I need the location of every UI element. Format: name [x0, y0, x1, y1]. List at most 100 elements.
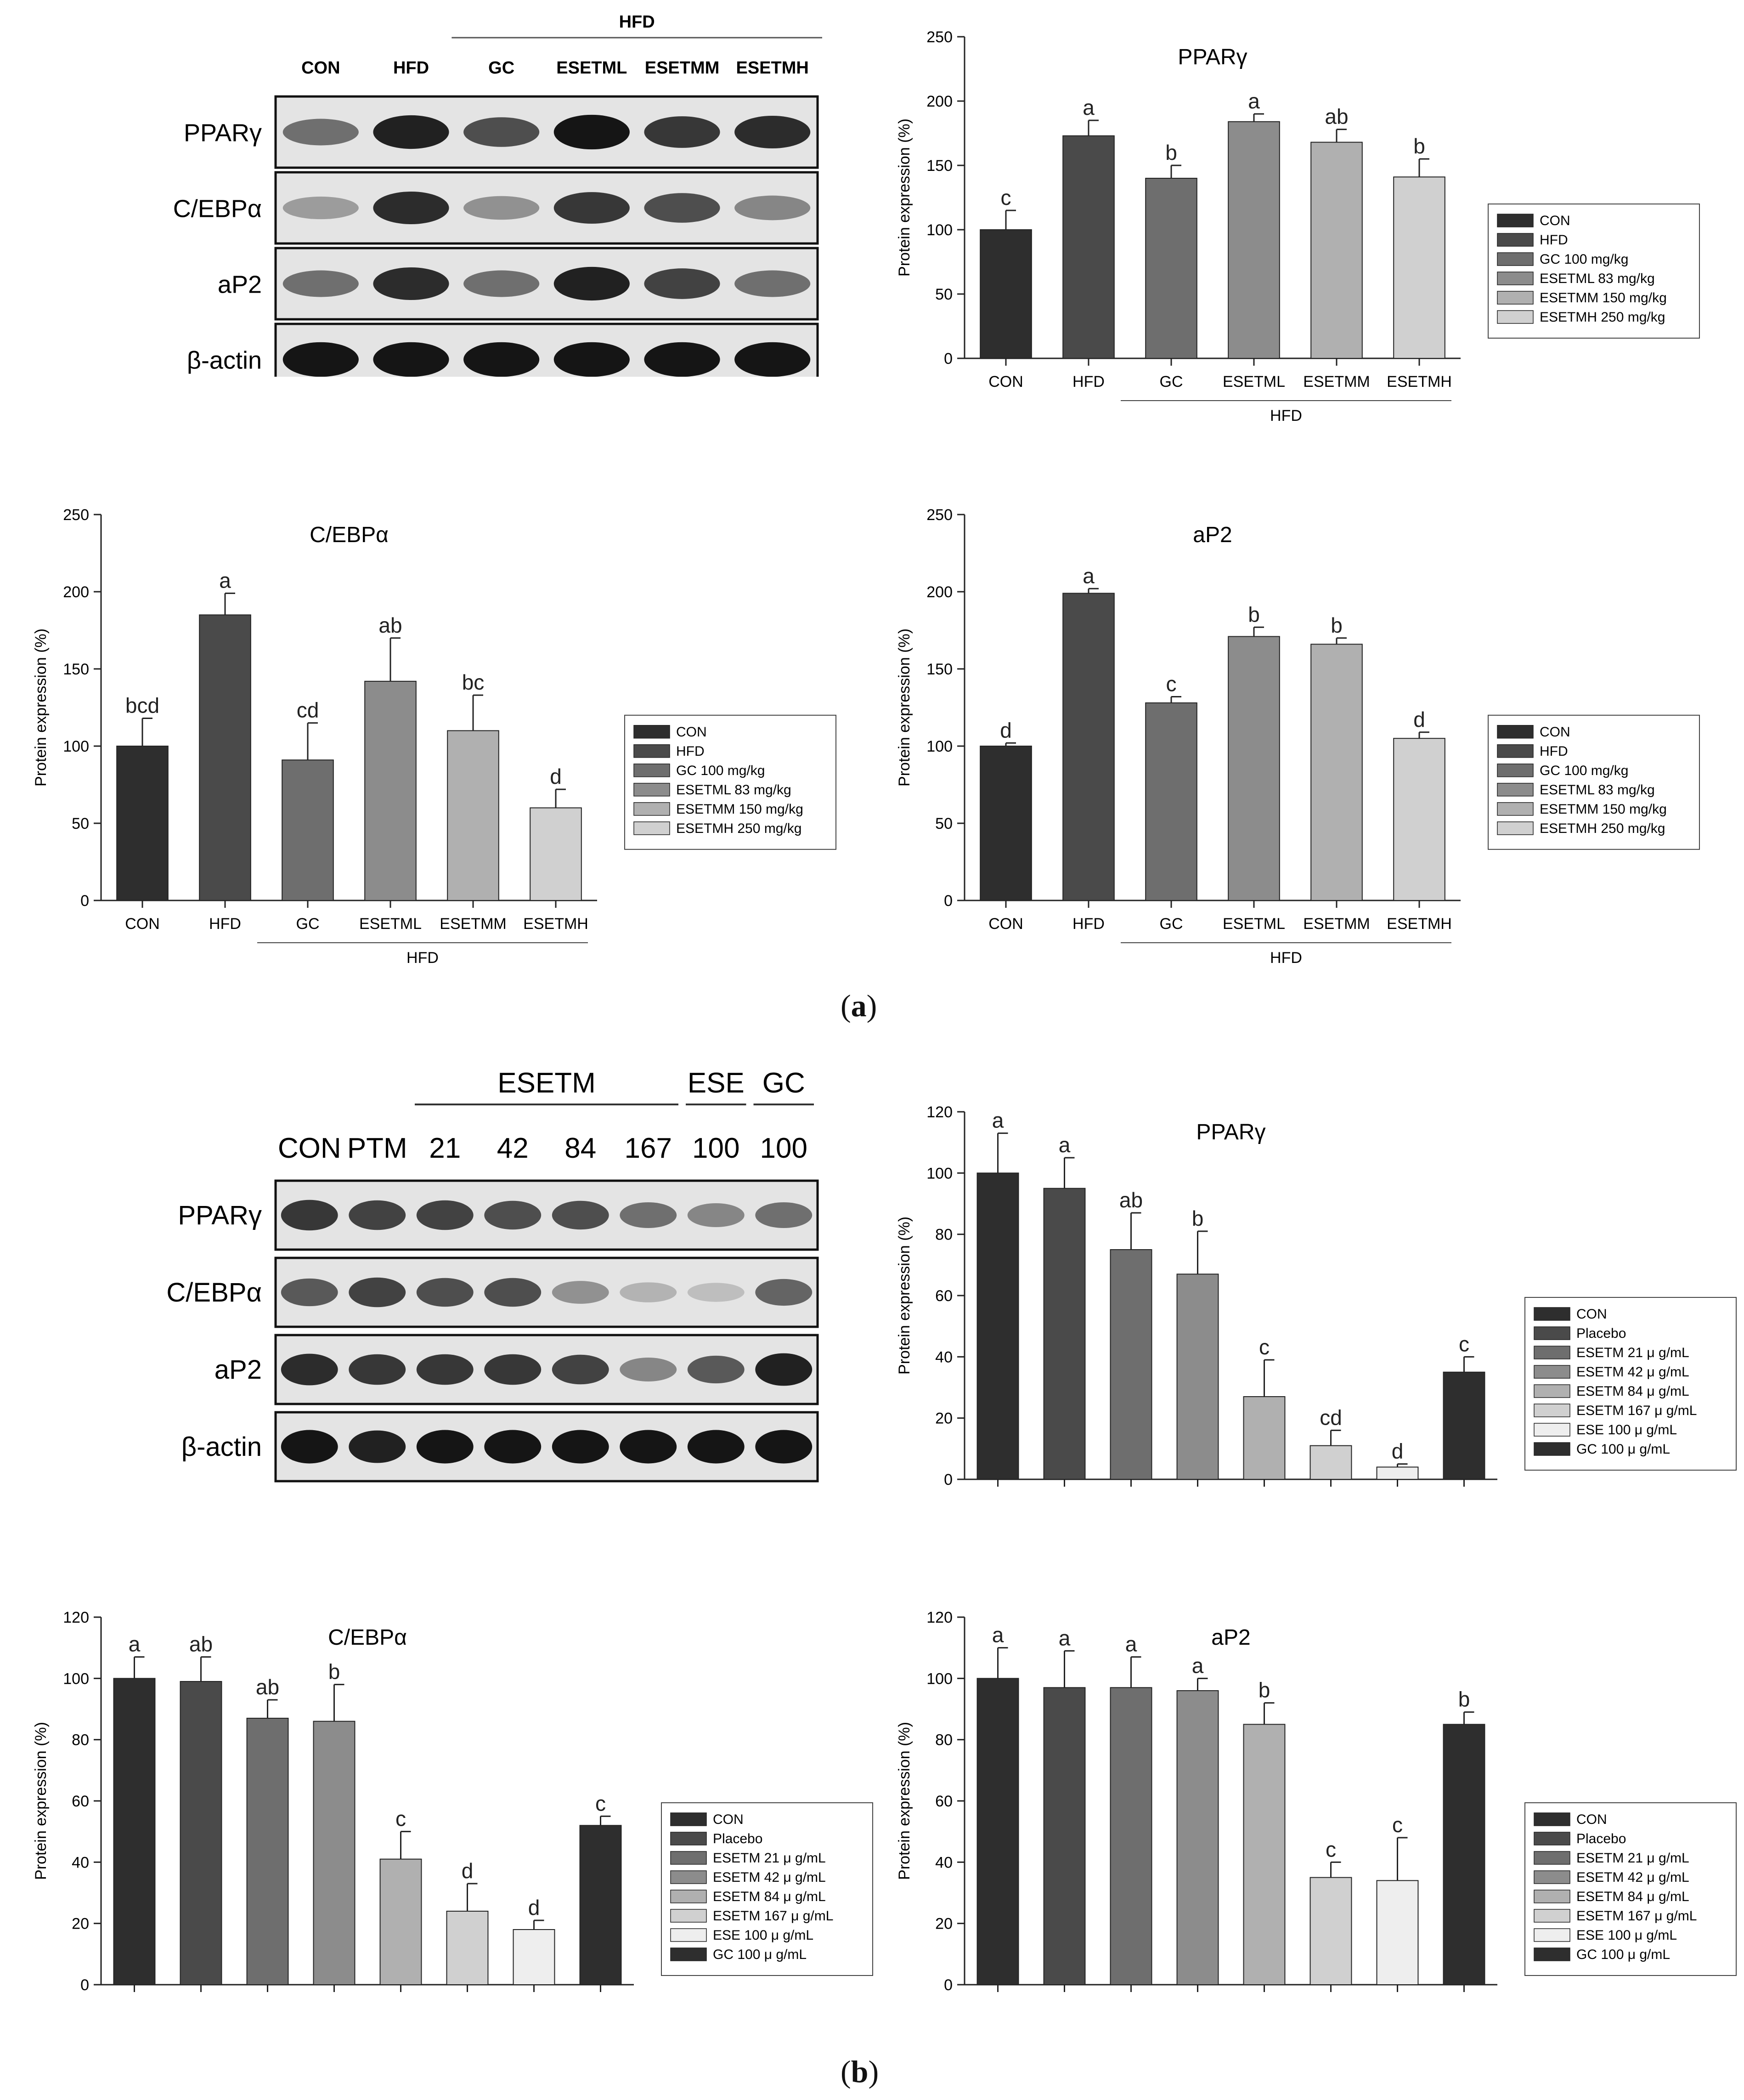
bar-esetm-21	[1110, 1249, 1152, 1480]
chart-title: aP2	[1193, 523, 1232, 547]
y-tick-label: 250	[926, 506, 953, 524]
blot-lane-label: PTM	[347, 1132, 407, 1164]
chart-title: C/EBPα	[310, 523, 389, 547]
significance-letter: a	[1059, 1133, 1071, 1157]
blot-band	[282, 196, 359, 220]
blot-lane-label: 100	[692, 1132, 739, 1164]
legend-label: ESETM 84 μ g/mL	[1576, 1384, 1689, 1399]
significance-letter: ab	[189, 1632, 213, 1656]
blot-band	[552, 1430, 609, 1464]
significance-letter: c	[1326, 1837, 1336, 1861]
panel-label-a: (a)	[841, 988, 877, 1023]
legend-label: HFD	[676, 744, 705, 759]
legend-label: ESETML 83 mg/kg	[1540, 271, 1655, 286]
bar-esetm-42	[313, 1721, 356, 1985]
y-tick-label: 0	[944, 1976, 953, 1994]
group-label: HFD	[1270, 407, 1302, 425]
blot-row-label: β-actin	[187, 347, 262, 374]
bar-esetmh	[1393, 176, 1445, 359]
y-tick-label: 60	[935, 1793, 953, 1810]
blot-band	[620, 1282, 677, 1302]
blot-band	[687, 1430, 745, 1464]
y-tick-label: 120	[926, 1609, 953, 1626]
legend-swatch	[1497, 744, 1534, 758]
bar-con	[980, 746, 1032, 901]
chart-b-ap2: aP2 0 20 40 60 80 100 120 Protein expression (%)…	[896, 1609, 1737, 1994]
blot-row-label: PPARγ	[184, 119, 262, 147]
blot-band	[463, 117, 540, 147]
bar-con	[976, 1678, 1019, 1986]
legend-label: Placebo	[713, 1831, 762, 1846]
significance-letter: bc	[462, 670, 485, 694]
significance-letter: c	[1459, 1332, 1469, 1356]
legend-label: Placebo	[1576, 1831, 1626, 1846]
legend-label: ESE 100 μ g/mL	[1576, 1928, 1677, 1943]
significance-letter: a	[1125, 1632, 1137, 1656]
legend-swatch	[633, 821, 670, 835]
legend-swatch	[1534, 1851, 1570, 1865]
blot-band	[373, 192, 449, 224]
blot-band	[282, 119, 359, 146]
blot-row-label: aP2	[218, 271, 262, 299]
blot-band	[553, 114, 630, 150]
blot-band	[687, 1355, 745, 1384]
legend-swatch	[1534, 1365, 1570, 1379]
bar-esetmm	[447, 730, 499, 901]
y-tick-label: 0	[80, 892, 89, 910]
y-tick-label: 250	[63, 506, 89, 524]
legend-swatch	[670, 1928, 707, 1942]
significance-letter: d	[1413, 708, 1425, 731]
blot-band	[281, 1278, 338, 1307]
y-axis-label: Protein expression (%)	[896, 628, 913, 787]
x-tick-label: ESETMH	[1387, 915, 1452, 933]
bar-ese-100	[1376, 1466, 1419, 1480]
legend-label: ESETMH 250 mg/kg	[1540, 821, 1665, 836]
significance-letter: b	[1259, 1678, 1270, 1702]
legend-swatch	[1534, 1947, 1570, 1961]
blot-band	[373, 115, 449, 149]
bar-ese-100	[513, 1929, 555, 1985]
y-tick-label: 20	[935, 1410, 953, 1427]
legend-swatch	[1497, 252, 1534, 266]
blot-band	[373, 342, 449, 377]
legend-label: ESE 100 μ g/mL	[713, 1928, 813, 1943]
x-tick-label: ESETMH	[523, 915, 588, 933]
blot-lane-label: 100	[760, 1132, 807, 1164]
bar-gc	[282, 759, 334, 901]
significance-letter: d	[528, 1896, 540, 1919]
bar-con	[116, 746, 169, 901]
x-tick-label: CON	[988, 915, 1023, 933]
blot-band	[553, 192, 630, 224]
blot-band	[463, 342, 540, 377]
bar-gc-100	[1443, 1371, 1485, 1480]
blot-strip	[274, 171, 819, 245]
y-tick-label: 80	[935, 1732, 953, 1749]
bar-esetm-84	[1243, 1396, 1286, 1480]
bar-esetm-42	[1176, 1690, 1219, 1985]
legend-label: GC 100 mg/kg	[676, 763, 765, 778]
bar-gc	[1145, 702, 1197, 901]
legend-swatch	[633, 764, 670, 777]
blot-band	[755, 1430, 813, 1464]
significance-letter: b	[1248, 602, 1260, 626]
blot-band	[484, 1200, 542, 1230]
legend-swatch	[1497, 233, 1534, 247]
blot-band	[734, 195, 811, 221]
chart-title: C/EBPα	[328, 1625, 407, 1650]
x-tick-label: CON	[125, 915, 160, 933]
legend-swatch	[670, 1832, 707, 1845]
significance-letter: d	[1000, 718, 1012, 742]
x-tick-label: ESETMM	[440, 915, 506, 933]
legend-label: CON	[676, 725, 707, 740]
legend-label: ESE 100 μ g/mL	[1576, 1422, 1677, 1438]
legend-swatch	[670, 1851, 707, 1865]
y-tick-label: 200	[926, 583, 953, 601]
blot-band	[484, 1278, 542, 1307]
significance-letter: d	[1392, 1439, 1404, 1463]
significance-letter: b	[1413, 134, 1425, 158]
y-tick-label: 100	[926, 1670, 953, 1687]
legend-label: ESETM 167 μ g/mL	[1576, 1403, 1697, 1418]
significance-letter: c	[1166, 672, 1177, 696]
blot-lane-label: ESETMH	[736, 58, 808, 78]
group-label: HFD	[1270, 949, 1302, 967]
